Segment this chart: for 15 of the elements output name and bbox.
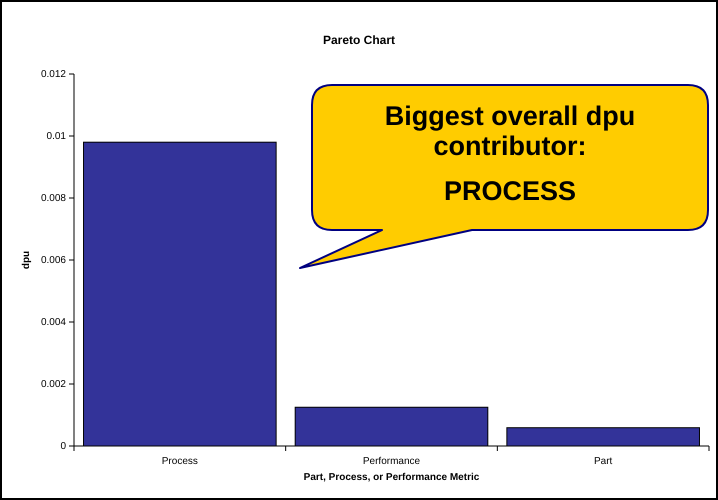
y-tick-label: 0 — [60, 441, 66, 452]
annotation: PROCESS — [444, 176, 576, 206]
y-tick-label: 0.002 — [40, 379, 66, 390]
y-tick-label: 0.012 — [40, 69, 66, 80]
y-tick-label: 0.01 — [46, 131, 66, 142]
y-axis-title: dpu — [21, 250, 32, 270]
chart-title: Pareto Chart — [322, 33, 396, 47]
x-tick-label: Part — [594, 456, 613, 467]
y-tick-label: 0.004 — [40, 317, 66, 328]
x-axis-title: Part, Process, or Performance Metric — [304, 472, 480, 483]
y-tick-label: 0.008 — [40, 193, 66, 204]
annotation: Biggest overall dpu contributor: — [384, 101, 636, 161]
y-tick-label: 0.006 — [40, 255, 66, 266]
x-tick-label: Process — [162, 456, 198, 467]
x-tick-label: Performance — [362, 456, 421, 467]
